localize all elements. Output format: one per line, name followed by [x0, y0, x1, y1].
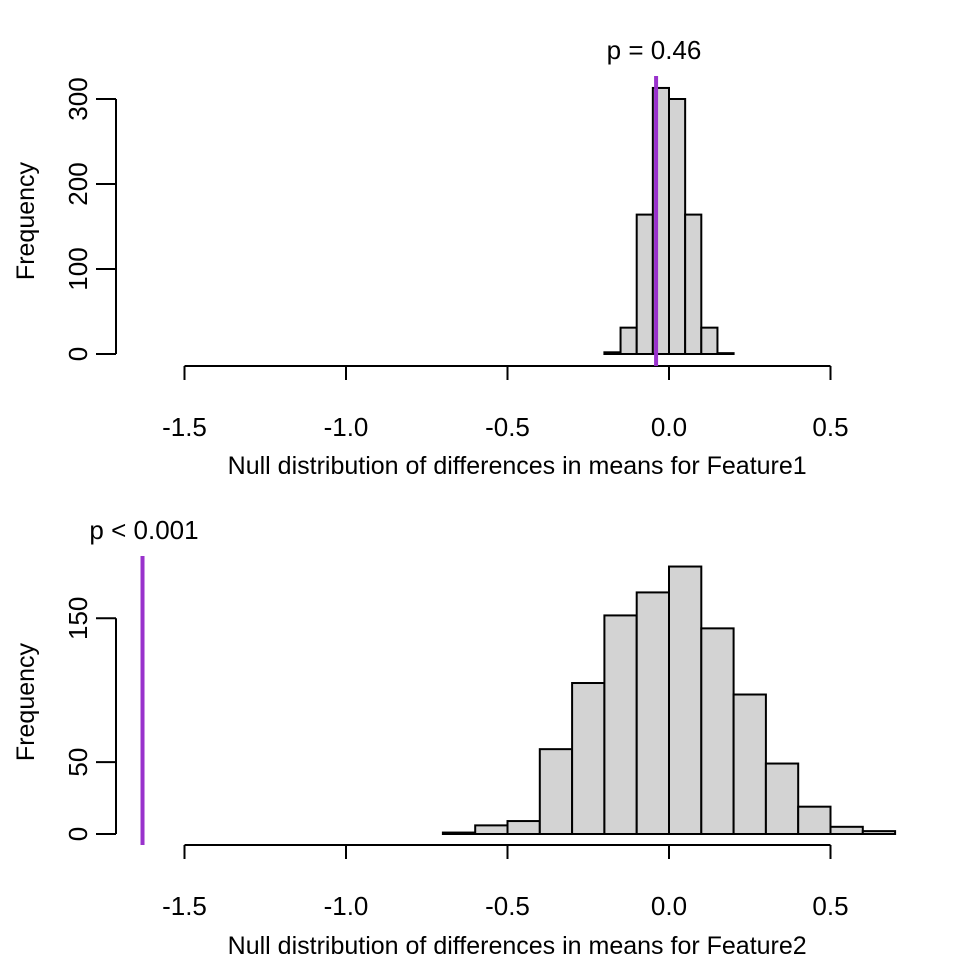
histogram-bar — [700, 326, 719, 355]
y-axis-title: Frequency — [12, 161, 40, 280]
x-tick-label: -0.5 — [485, 891, 530, 921]
histogram-bar — [797, 805, 832, 835]
histogram-bar — [716, 352, 735, 355]
x-axis-title: Null distribution of differences in mean… — [228, 452, 807, 480]
histogram-bar — [603, 351, 622, 355]
y-tick-label: 100 — [63, 247, 93, 290]
y-axis-title: Frequency — [12, 642, 40, 761]
x-tick-label: -0.5 — [485, 412, 530, 442]
x-tick-label: 0.0 — [651, 891, 687, 921]
y-tick-label: 0 — [63, 827, 93, 841]
histogram-bar — [732, 693, 767, 835]
histogram-bar — [506, 820, 541, 835]
x-tick-label: 0.0 — [651, 412, 687, 442]
x-tick-label: -1.5 — [162, 891, 207, 921]
y-tick-label: 150 — [63, 597, 93, 640]
histogram-bar — [684, 213, 703, 355]
x-tick-label: 0.5 — [812, 891, 848, 921]
histogram-bar — [441, 831, 477, 836]
y-tick-label: 50 — [63, 748, 93, 777]
histogram-bar — [700, 627, 735, 836]
x-axis-title: Null distribution of differences in mean… — [228, 932, 807, 960]
p-value-label: p < 0.001 — [89, 515, 198, 545]
histogram-bar — [474, 824, 509, 836]
histogram-bar — [861, 830, 897, 836]
y-tick-label: 0 — [63, 347, 93, 361]
x-tick-label: 0.5 — [812, 412, 848, 442]
y-tick-label: 200 — [63, 162, 93, 205]
x-tick-label: -1.5 — [162, 412, 207, 442]
histogram-bar — [571, 682, 606, 836]
histogram-bar — [668, 98, 687, 355]
panel-feature1-histogram: -1.5 -1.0 -0.5 0.0 0.5 0 100 200 300 Null distrib… — [12, 35, 849, 480]
p-value-label: p = 0.46 — [607, 35, 702, 65]
histogram-bar — [603, 614, 638, 836]
histogram-bar — [538, 748, 574, 836]
histogram-bar — [668, 565, 703, 835]
panel-feature2-histogram: -1.5 -1.0 -0.5 0.0 0.5 0 50 150 Null distributio… — [12, 515, 897, 960]
histogram-bar — [619, 326, 638, 355]
histogram-bar — [635, 213, 654, 355]
x-tick-label: -1.0 — [324, 412, 369, 442]
histogram-bar — [635, 591, 671, 836]
histogram-bar — [829, 825, 864, 835]
histogram-bar — [764, 762, 800, 836]
y-tick-label: 300 — [63, 77, 93, 120]
x-tick-label: -1.0 — [324, 891, 369, 921]
